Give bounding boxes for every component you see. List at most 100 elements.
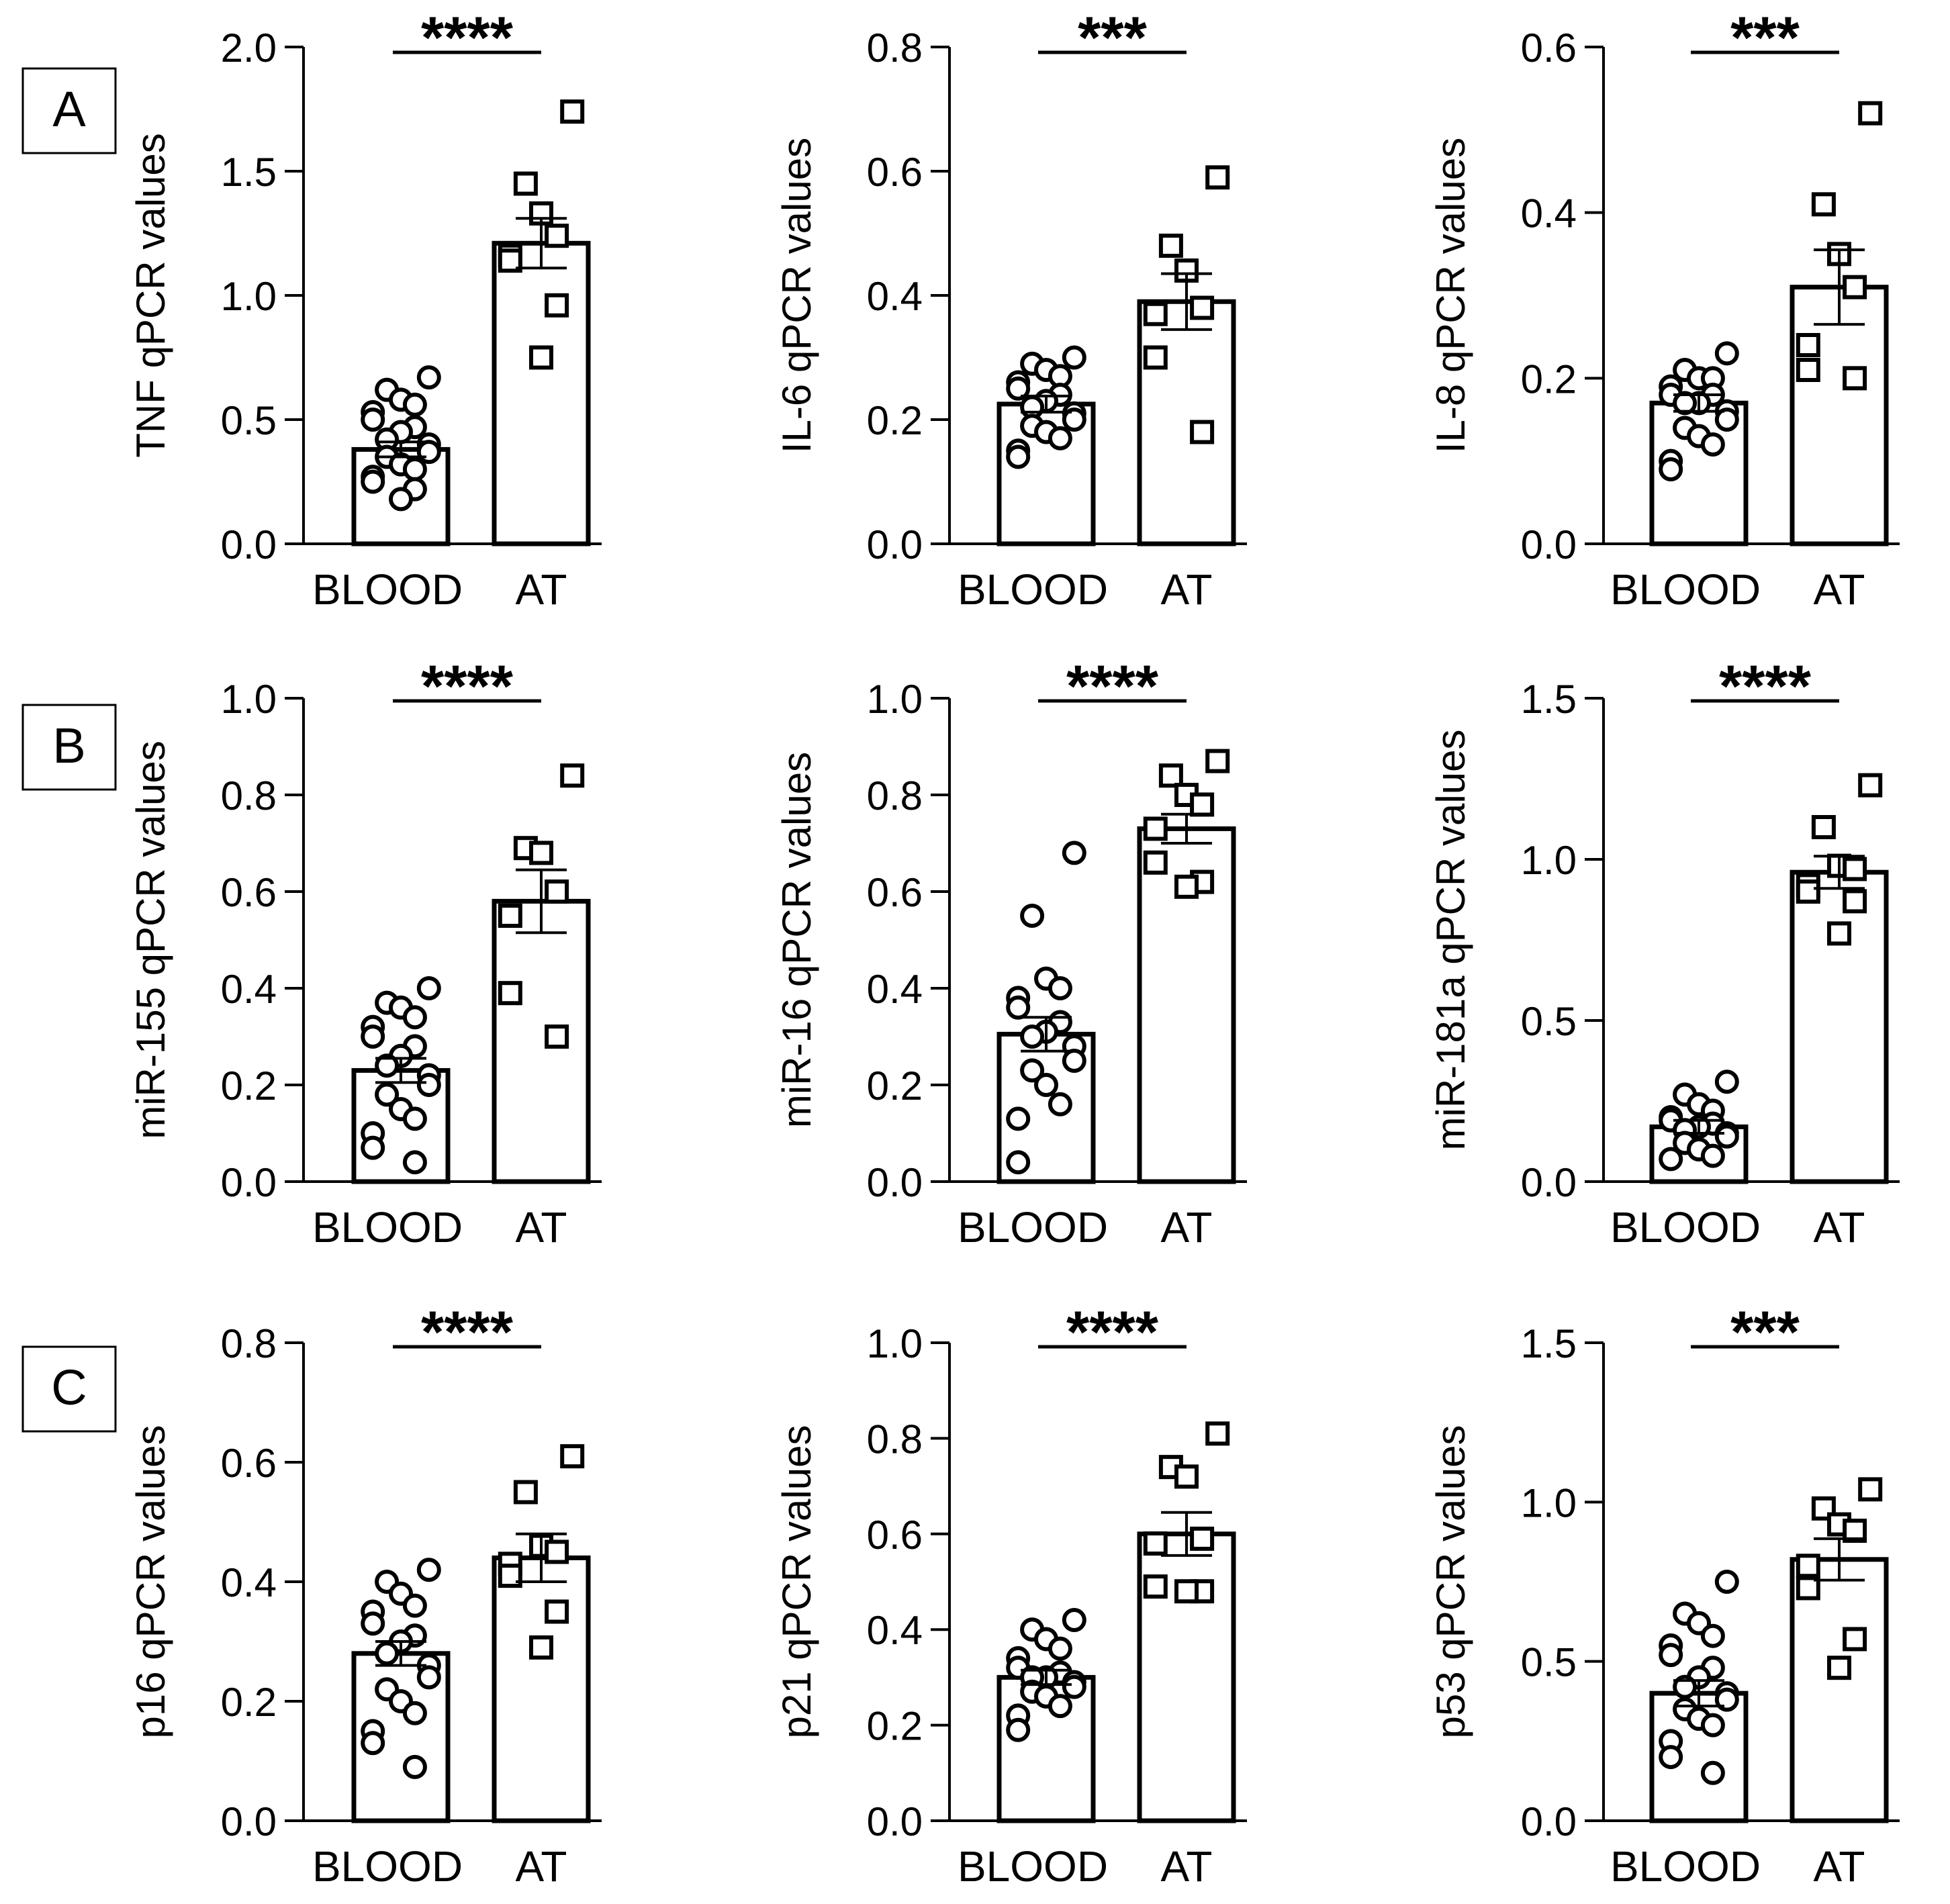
data-point xyxy=(1843,889,1867,914)
x-tick-label: BLOOD xyxy=(958,1842,1108,1891)
data-point xyxy=(1659,457,1683,481)
chart-8: 0.0 0.2 0.4 0.6 0.8 1.0 p21 qPCR values BLOOD AT… xyxy=(774,1298,1247,1891)
chart-2: 0.0 0.2 0.4 0.6 0.8 IL-6 qPCR values BLOOD AT **… xyxy=(774,4,1247,614)
y-axis-label: miR-16 qPCR values xyxy=(774,752,819,1128)
y-tick-label: 1.5 xyxy=(1521,1321,1577,1366)
data-point xyxy=(1174,1464,1199,1489)
y-tick-label: 0.6 xyxy=(1521,26,1577,70)
data-point xyxy=(402,1106,427,1131)
y-axis-label: p53 qPCR values xyxy=(1428,1425,1473,1739)
data-point xyxy=(1048,426,1072,450)
data-point xyxy=(375,1053,400,1078)
data-point xyxy=(560,99,585,124)
significance-stars: **** xyxy=(1719,653,1812,719)
significance-stars: **** xyxy=(1066,653,1159,719)
x-tick-label: AT xyxy=(1813,1842,1865,1891)
y-tick-label: 0.8 xyxy=(221,773,277,818)
data-point xyxy=(1858,101,1883,126)
x-tick-label: AT xyxy=(1160,1842,1212,1891)
data-point xyxy=(402,1701,427,1725)
data-point xyxy=(1714,1570,1739,1594)
data-point xyxy=(1062,408,1086,432)
x-tick-label: AT xyxy=(1813,1203,1865,1251)
data-point xyxy=(361,1611,385,1636)
panel-label-a-text: A xyxy=(52,81,86,137)
data-point xyxy=(1006,376,1031,401)
y-tick-label: 0.5 xyxy=(1521,999,1577,1044)
data-point xyxy=(361,1135,385,1160)
data-point xyxy=(402,1593,427,1618)
x-tick-label: BLOOD xyxy=(958,565,1108,614)
data-point xyxy=(416,1073,441,1097)
data-point xyxy=(1006,995,1031,1020)
data-point xyxy=(416,1665,441,1690)
data-point xyxy=(545,1599,569,1624)
data-point xyxy=(1659,1643,1683,1668)
y-tick-label: 0.8 xyxy=(867,1417,923,1462)
data-point xyxy=(1174,874,1199,899)
x-tick-label: AT xyxy=(515,565,567,614)
data-point xyxy=(1714,408,1739,432)
bar-at xyxy=(1790,869,1889,1184)
y-axis-label: TNF qPCR values xyxy=(128,133,173,457)
panel-label-b-text: B xyxy=(52,718,85,773)
significance-stars: **** xyxy=(421,653,514,719)
data-point xyxy=(361,469,385,494)
data-point xyxy=(402,392,427,417)
y-axis-label: IL-6 qPCR values xyxy=(774,138,819,453)
x-tick-label: BLOOD xyxy=(958,1203,1108,1251)
y-tick-label: 0.8 xyxy=(867,773,923,818)
y-tick-label: 0.0 xyxy=(1521,1160,1577,1205)
y-tick-label: 0.5 xyxy=(221,398,277,443)
data-point xyxy=(402,457,427,481)
data-point xyxy=(1205,165,1230,190)
y-tick-label: 1.0 xyxy=(867,677,923,722)
y-tick-label: 0.0 xyxy=(1521,1799,1577,1844)
data-point xyxy=(361,408,385,432)
data-point xyxy=(1020,1025,1045,1049)
data-point xyxy=(1062,345,1086,370)
y-tick-label: 1.5 xyxy=(221,150,277,195)
y-axis-label: IL-8 qPCR values xyxy=(1428,138,1473,453)
data-point xyxy=(1714,341,1739,366)
y-tick-label: 0.2 xyxy=(221,1680,277,1725)
data-point xyxy=(1048,976,1072,1000)
y-tick-label: 0.6 xyxy=(221,870,277,915)
data-point xyxy=(1190,792,1215,817)
x-tick-label: BLOOD xyxy=(312,565,463,614)
chart-5: 0.0 0.2 0.4 0.6 0.8 1.0 miR-16 qPCR values BLOO… xyxy=(774,653,1247,1251)
data-point xyxy=(1796,333,1820,357)
data-point xyxy=(1205,1421,1230,1446)
data-point xyxy=(529,841,553,865)
y-tick-label: 0.8 xyxy=(867,26,923,70)
data-point xyxy=(1796,358,1820,382)
data-point xyxy=(1858,773,1883,798)
data-point xyxy=(529,345,553,370)
data-point xyxy=(1796,1554,1820,1578)
y-tick-label: 0.0 xyxy=(867,1160,923,1205)
y-tick-label: 0.4 xyxy=(221,1560,277,1605)
y-axis-label: p16 qPCR values xyxy=(128,1425,173,1739)
chart-4: 0.0 0.2 0.4 0.6 0.8 1.0 miR-155 qPCR values BLO… xyxy=(128,653,602,1251)
y-tick-label: 0.0 xyxy=(221,522,277,567)
data-point xyxy=(1034,1073,1058,1097)
data-point xyxy=(1673,391,1698,416)
bar-at xyxy=(492,1555,591,1823)
data-point xyxy=(1020,1058,1045,1083)
bar-at xyxy=(492,240,591,546)
data-point xyxy=(1006,1150,1031,1175)
panel-label-c: C xyxy=(21,1345,117,1433)
y-tick-label: 0.2 xyxy=(867,1063,923,1108)
y-tick-label: 0.6 xyxy=(867,1513,923,1558)
data-point xyxy=(1048,1636,1072,1661)
y-tick-label: 0.2 xyxy=(867,1704,923,1749)
significance-stars: **** xyxy=(421,1298,514,1365)
data-point xyxy=(1062,1607,1086,1632)
significance-stars: *** xyxy=(1730,4,1800,70)
data-point xyxy=(1062,1674,1086,1699)
data-point xyxy=(1048,1694,1072,1719)
data-point xyxy=(1020,904,1045,928)
data-point xyxy=(1205,749,1230,773)
y-tick-label: 1.5 xyxy=(1521,677,1577,722)
